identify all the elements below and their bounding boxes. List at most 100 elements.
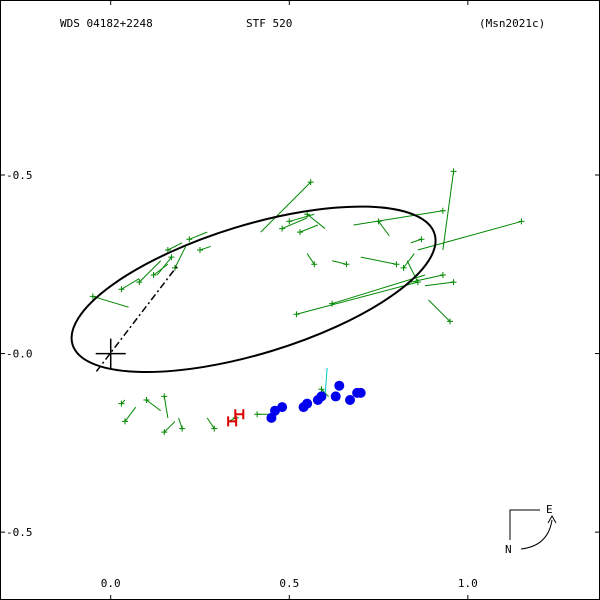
observation-point <box>179 425 186 432</box>
observation-point <box>418 236 425 243</box>
compass-arrowhead-icon <box>547 514 557 524</box>
residual-line <box>378 221 390 237</box>
observation-point <box>118 286 125 293</box>
orbit-ellipse <box>70 205 437 374</box>
residual-line <box>260 181 312 233</box>
observation-point <box>439 272 446 278</box>
compass: E N <box>505 503 557 556</box>
observation-point <box>414 279 421 286</box>
speckle-point <box>277 402 288 413</box>
residual-line-alt <box>324 367 328 397</box>
speckle-point <box>355 387 366 398</box>
residual-line <box>206 417 215 429</box>
highlighted-measurements <box>227 409 245 427</box>
observation-point <box>343 261 350 268</box>
speckle-point <box>334 380 345 391</box>
residual-line <box>296 281 418 315</box>
observation-point <box>150 272 157 278</box>
highlight-point <box>234 409 245 420</box>
residual-line <box>121 278 140 290</box>
header-wds-designation: WDS 04182+2248 <box>60 17 153 30</box>
observation-point <box>279 225 286 232</box>
residual-line <box>360 256 397 265</box>
residual-line <box>138 260 162 283</box>
residual-line <box>332 260 347 265</box>
observation-point <box>286 218 293 225</box>
compass-rotation-arc <box>520 519 553 550</box>
observation-point <box>197 247 203 253</box>
speckle-measurements <box>266 380 366 423</box>
observation-point <box>293 311 300 318</box>
header-reference: (Msn2021c) <box>479 17 545 30</box>
speckle-point <box>302 398 313 409</box>
residual-line <box>189 231 208 240</box>
header-discoverer-code: STF 520 <box>246 17 292 30</box>
y-tick-label: -0.0 <box>6 348 33 361</box>
residual-line <box>306 213 326 229</box>
observation-point <box>297 229 303 236</box>
observation-residuals <box>89 168 525 436</box>
residual-line <box>289 213 315 222</box>
observation-point <box>400 264 407 271</box>
residual-line <box>403 253 415 269</box>
x-tick-label: 0.0 <box>101 577 121 590</box>
observation-point <box>447 318 453 325</box>
observation-point <box>136 279 143 286</box>
observation-point <box>311 261 318 268</box>
compass-north-label: N <box>505 543 512 556</box>
observation-point <box>161 429 168 436</box>
residual-line <box>442 171 455 251</box>
residual-line <box>167 242 183 251</box>
residual-line <box>163 421 176 433</box>
residual-line <box>406 260 419 283</box>
residual-line <box>146 399 162 412</box>
residual-line <box>299 224 319 233</box>
observation-point <box>450 279 457 286</box>
observation-point <box>254 411 261 418</box>
speckle-point <box>316 391 327 402</box>
residual-line <box>153 263 169 276</box>
observation-point <box>375 218 382 225</box>
observation-point <box>318 386 325 393</box>
primary-star-cross <box>95 338 126 369</box>
speckle-point <box>330 391 341 402</box>
observation-point <box>393 261 400 268</box>
residual-line <box>121 399 126 404</box>
primary-star-marker <box>95 338 126 369</box>
observation-point <box>186 236 193 243</box>
observation-point <box>307 179 314 186</box>
observation-point <box>118 400 125 407</box>
observation-point <box>168 254 175 261</box>
speckle-point <box>345 395 355 405</box>
x-tick-label: 0.5 <box>279 577 299 590</box>
y-tick-label: -0.5 <box>6 169 33 182</box>
residual-line <box>353 210 443 226</box>
residual-line <box>163 396 169 418</box>
residual-line <box>281 217 308 230</box>
observation-point <box>329 300 336 307</box>
residual-line <box>199 245 211 251</box>
residual-line <box>410 238 422 244</box>
observation-point <box>122 418 128 425</box>
residual-line <box>306 253 315 265</box>
observation-point <box>89 293 96 300</box>
observation-point <box>518 218 525 225</box>
residual-line <box>174 246 187 269</box>
residual-line <box>331 274 426 305</box>
residual-line <box>428 299 451 322</box>
residual-line <box>124 406 137 422</box>
y-tick-label: -0.5 <box>6 526 33 539</box>
residual-line <box>92 295 129 308</box>
compass-axes <box>509 509 540 540</box>
observation-point <box>439 207 446 214</box>
observation-point <box>211 425 218 432</box>
x-tick-label: 1.0 <box>458 577 478 590</box>
residual-line <box>178 417 183 429</box>
observation-point <box>450 168 457 175</box>
observation-point <box>143 397 150 403</box>
observation-point <box>161 393 168 400</box>
compass-east-label: E <box>546 503 553 516</box>
